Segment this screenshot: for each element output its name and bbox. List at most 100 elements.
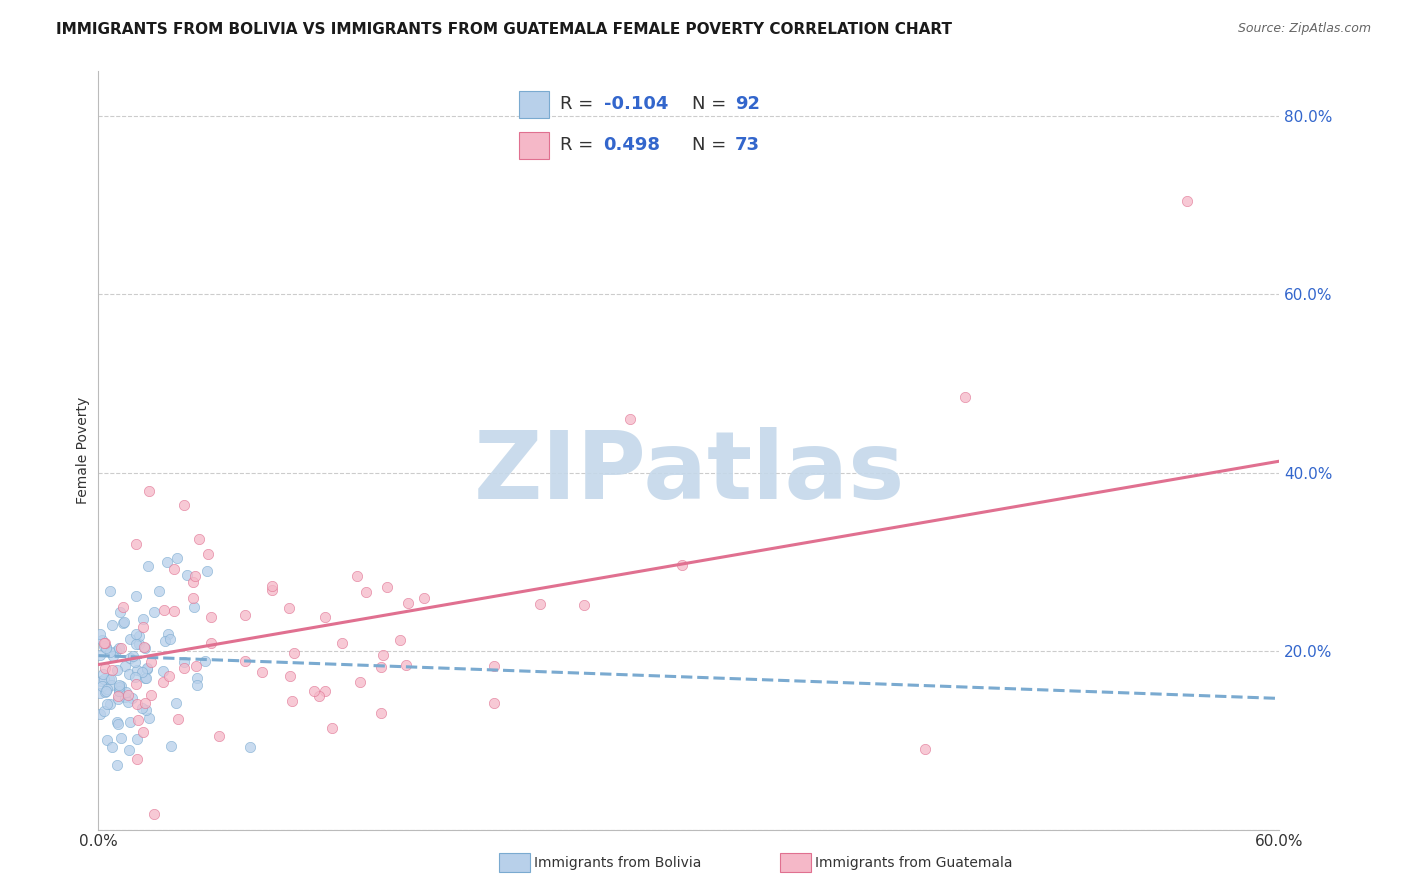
Point <box>283 646 305 660</box>
Text: Immigrants from Guatemala: Immigrants from Guatemala <box>815 855 1012 870</box>
Point <box>183 599 205 614</box>
Text: 0.498: 0.498 <box>603 136 661 154</box>
Point <box>388 632 411 647</box>
Point <box>152 664 174 678</box>
Point <box>157 669 180 683</box>
Point <box>139 655 162 669</box>
Point <box>125 637 148 651</box>
Point <box>118 667 141 681</box>
Point <box>124 670 146 684</box>
Point <box>90 632 112 647</box>
Point <box>110 640 132 655</box>
Point <box>93 704 115 718</box>
Point <box>107 689 129 703</box>
Point <box>195 564 218 578</box>
Point <box>121 691 143 706</box>
Point <box>135 703 157 717</box>
Point <box>132 620 155 634</box>
Point <box>529 597 551 611</box>
Point <box>167 712 190 726</box>
Point <box>125 698 148 712</box>
Point <box>101 739 124 754</box>
Point <box>98 698 121 712</box>
Point <box>308 689 330 703</box>
Point <box>98 584 121 599</box>
Point <box>136 661 159 675</box>
Point <box>132 612 155 626</box>
Point <box>135 671 157 685</box>
Point <box>94 640 117 654</box>
FancyBboxPatch shape <box>519 91 550 118</box>
Point <box>100 678 122 692</box>
Point <box>93 673 115 687</box>
Point <box>89 686 111 700</box>
FancyBboxPatch shape <box>519 132 550 159</box>
Point <box>200 636 222 650</box>
Point <box>94 683 117 698</box>
Point <box>94 641 117 656</box>
Point <box>160 739 183 753</box>
Text: R =: R = <box>560 136 599 154</box>
Point <box>117 688 139 702</box>
Point <box>134 671 156 685</box>
Point <box>107 691 129 706</box>
Text: 73: 73 <box>735 136 761 154</box>
Point <box>136 662 159 676</box>
Point <box>107 717 129 731</box>
Point <box>156 627 179 641</box>
Point <box>138 711 160 725</box>
Text: R =: R = <box>560 95 599 113</box>
Point <box>98 645 121 659</box>
Point <box>156 555 179 569</box>
Point <box>188 532 211 546</box>
Point <box>356 584 378 599</box>
Point <box>186 678 208 692</box>
Point <box>110 679 132 693</box>
Point <box>134 640 156 655</box>
Point <box>370 706 392 720</box>
Text: N =: N = <box>692 136 731 154</box>
Point <box>115 685 138 699</box>
Point <box>110 605 132 619</box>
Point <box>89 627 111 641</box>
Point <box>93 639 115 653</box>
Point <box>114 659 136 673</box>
Point <box>110 731 132 745</box>
Point <box>127 751 149 765</box>
Point <box>278 601 301 615</box>
Point <box>101 649 124 664</box>
Point <box>93 636 115 650</box>
Point <box>165 696 187 710</box>
Point <box>349 674 371 689</box>
Point <box>101 618 124 632</box>
Point <box>914 742 936 756</box>
Text: ZIPatlas: ZIPatlas <box>474 427 904 519</box>
Point <box>132 725 155 739</box>
Point <box>181 591 204 605</box>
Point <box>124 655 146 669</box>
Point <box>148 583 170 598</box>
Point <box>321 722 343 736</box>
Point <box>96 698 118 712</box>
Point <box>173 661 195 675</box>
Point <box>173 656 195 670</box>
Point <box>121 648 143 663</box>
Point <box>370 659 392 673</box>
Point <box>124 537 146 551</box>
Point <box>108 640 131 655</box>
Point <box>96 733 118 747</box>
Point <box>398 596 420 610</box>
Point <box>278 669 301 683</box>
Point <box>136 559 159 574</box>
Point <box>153 633 176 648</box>
Point <box>111 600 134 615</box>
Point <box>125 589 148 603</box>
Point <box>134 640 156 654</box>
Point <box>252 665 274 680</box>
Text: Source: ZipAtlas.com: Source: ZipAtlas.com <box>1237 22 1371 36</box>
Point <box>112 615 135 630</box>
Point <box>1175 194 1198 208</box>
Point <box>90 674 112 689</box>
Point <box>105 758 128 772</box>
Point <box>89 706 111 721</box>
